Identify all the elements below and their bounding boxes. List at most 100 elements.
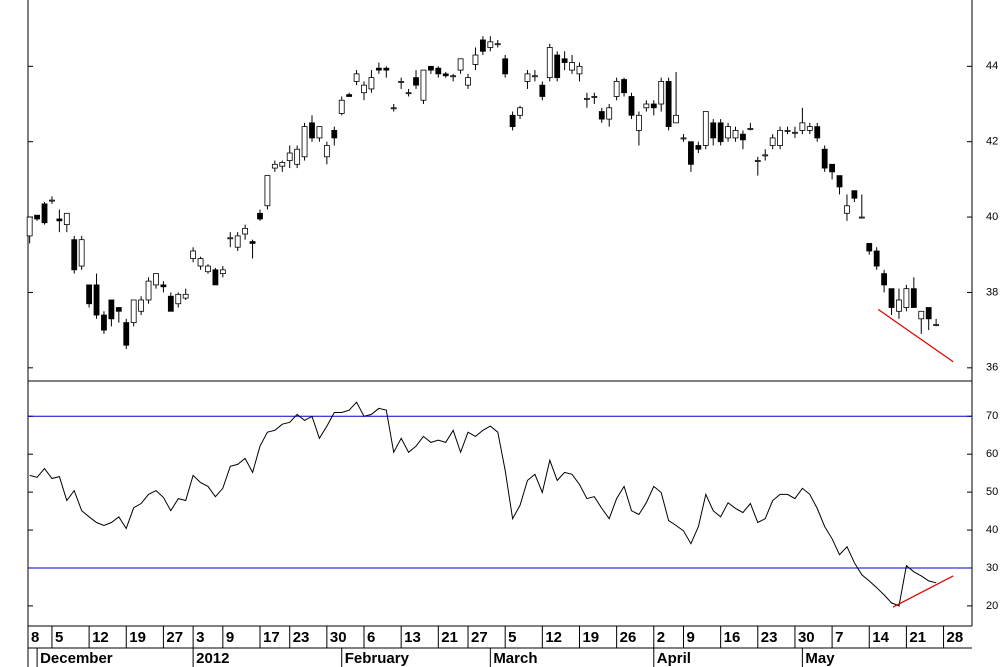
candle-body: [792, 131, 798, 134]
candle-body: [249, 241, 256, 244]
candle-body: [836, 175, 843, 188]
candle-body: [591, 96, 598, 98]
candle-body: [539, 84, 546, 97]
y-tick-label: 36: [986, 362, 998, 374]
candle-body: [532, 75, 538, 78]
candle-body: [613, 81, 620, 97]
x-tick-label: 3: [196, 629, 204, 646]
candle-body: [725, 126, 731, 139]
month-label: December: [40, 650, 113, 667]
x-tick-label: 9: [226, 629, 234, 646]
candle-body: [49, 199, 55, 202]
candle-body: [554, 54, 561, 79]
month-label: February: [345, 650, 410, 667]
candle-body: [747, 128, 754, 130]
candle-body: [925, 307, 932, 320]
candle-body: [323, 145, 330, 158]
candle-body: [338, 99, 345, 114]
candle-body: [435, 67, 442, 75]
candle-body: [264, 175, 271, 207]
candle-body: [346, 94, 353, 97]
candle-body: [390, 107, 397, 110]
candle-body: [457, 58, 464, 71]
candle-body: [309, 122, 315, 139]
x-tick-label: 26: [620, 629, 637, 646]
candle-body: [479, 39, 486, 52]
candle-body: [799, 122, 806, 131]
candle-body: [368, 77, 375, 90]
x-tick-label: 19: [129, 629, 146, 646]
y-tick-label: 44: [986, 60, 998, 72]
x-tick-label: 27: [166, 629, 183, 646]
month-label: April: [657, 650, 691, 667]
x-tick-label: 8: [31, 629, 39, 646]
candle-body: [650, 103, 657, 109]
candle-body: [212, 269, 219, 286]
candle-body: [316, 126, 323, 139]
candle-body: [888, 288, 895, 308]
candle-body: [866, 243, 873, 252]
candle-body: [465, 77, 471, 86]
x-tick-label: 9: [687, 629, 695, 646]
candle-body: [279, 162, 286, 167]
candle-body: [517, 107, 523, 116]
candle-body: [673, 114, 679, 124]
x-tick-label: 30: [330, 629, 347, 646]
candle-body: [784, 129, 791, 132]
candle-body: [123, 322, 130, 346]
trend-line: [877, 308, 954, 363]
y-tick-label: 42: [986, 136, 998, 148]
y-tick-label: 60: [986, 448, 998, 460]
x-tick-label: 28: [947, 629, 964, 646]
candle-body: [561, 58, 568, 63]
candle-body: [442, 73, 449, 77]
candle-body: [93, 284, 100, 316]
candle-body: [472, 54, 479, 65]
y-tick-label: 70: [986, 410, 998, 422]
candle-body: [621, 79, 627, 94]
x-tick-label: 5: [55, 629, 63, 646]
x-tick-label: 30: [798, 629, 815, 646]
candle-body: [331, 129, 338, 139]
candle-body: [375, 67, 382, 71]
candle-body: [903, 288, 910, 308]
x-tick-label: 23: [293, 629, 310, 646]
candle-body: [205, 265, 211, 273]
candle-body: [167, 295, 174, 312]
x-tick-label: 19: [582, 629, 599, 646]
y-tick-label: 30: [986, 562, 998, 574]
candle-body: [896, 299, 902, 312]
candle-body: [219, 269, 226, 274]
candle-body: [576, 65, 583, 75]
x-tick-label: 21: [909, 629, 926, 646]
candle-body: [688, 141, 694, 165]
candle-body: [101, 314, 107, 331]
candle-body: [858, 216, 865, 219]
candle-body: [286, 152, 293, 161]
candle-body: [26, 216, 33, 237]
candle-body: [762, 154, 769, 157]
candle-body: [628, 96, 635, 116]
candle-body: [844, 205, 850, 214]
candle-body: [710, 122, 717, 139]
rsi-line: [29, 401, 937, 607]
candle-body: [658, 81, 665, 105]
trend-line: [892, 575, 954, 608]
y-tick-label: 40: [986, 524, 998, 536]
candle-body: [145, 280, 152, 301]
candle-body: [86, 284, 92, 305]
candle-body: [732, 129, 739, 139]
candle-body: [361, 84, 367, 94]
candle-body: [227, 237, 234, 240]
candle-body: [71, 239, 78, 271]
x-tick-label: 7: [835, 629, 843, 646]
candle-body: [160, 284, 167, 288]
month-label: 2012: [196, 650, 229, 667]
candle-body: [41, 203, 48, 224]
candle-body: [383, 67, 390, 71]
candle-body: [643, 103, 650, 109]
x-tick-label: 17: [263, 629, 280, 646]
candle-body: [78, 239, 85, 267]
candle-body: [873, 250, 880, 267]
